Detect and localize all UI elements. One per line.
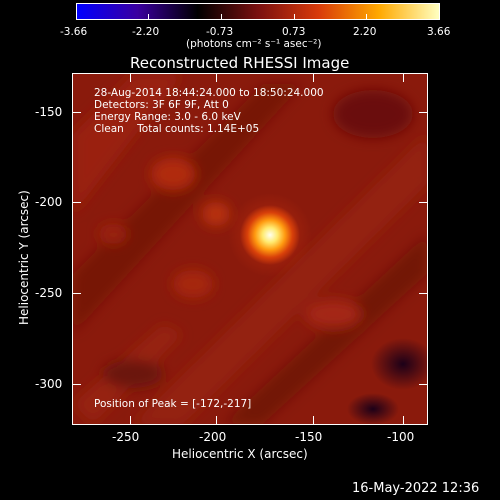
colorbar-tick-label: -3.66 <box>60 26 88 38</box>
image-annotation-counts: Clean Total counts: 1.14E+05 <box>94 123 260 135</box>
y-tick-label: -150 <box>35 105 63 119</box>
x-tick-label: -100 <box>387 430 415 444</box>
image-annotation-time: 28-Aug-2014 18:44:24.000 to 18:50:24.000 <box>94 87 324 99</box>
y-tick-label: -200 <box>35 195 63 209</box>
x-axis-label: Heliocentric X (arcsec) <box>172 447 308 461</box>
rhessi-image-heatmap <box>73 74 427 424</box>
x-tick-label: -250 <box>112 430 140 444</box>
y-tick-label: -300 <box>35 377 63 391</box>
y-tick-label: -250 <box>35 286 63 300</box>
rhessi-image <box>72 73 428 425</box>
colorbar-tick-label: -2.20 <box>132 26 160 38</box>
x-tick-label: -200 <box>199 430 227 444</box>
image-annotation-detectors: Detectors: 3F 6F 9F, Att 0 <box>94 99 229 111</box>
colorbar-tick-label: 2.20 <box>353 26 377 38</box>
colorbar <box>76 3 440 20</box>
timestamp: 16-May-2022 12:36 <box>352 481 480 496</box>
x-tick-label: -150 <box>295 430 323 444</box>
image-annotation-energy: Energy Range: 3.0 - 6.0 keV <box>94 111 241 123</box>
plot-title: Reconstructed RHESSI Image <box>130 54 350 72</box>
y-axis-label: Heliocentric Y (arcsec) <box>17 190 31 325</box>
colorbar-units-label: (photons cm⁻² s⁻¹ asec⁻²) <box>186 38 322 50</box>
colorbar-ticks <box>0 0 500 30</box>
peak-position-label: Position of Peak = [-172,-217] <box>94 398 252 410</box>
colorbar-tick-label: 0.73 <box>282 26 306 38</box>
colorbar-tick-label: 3.66 <box>427 26 451 38</box>
colorbar-tick-label: -0.73 <box>206 26 234 38</box>
